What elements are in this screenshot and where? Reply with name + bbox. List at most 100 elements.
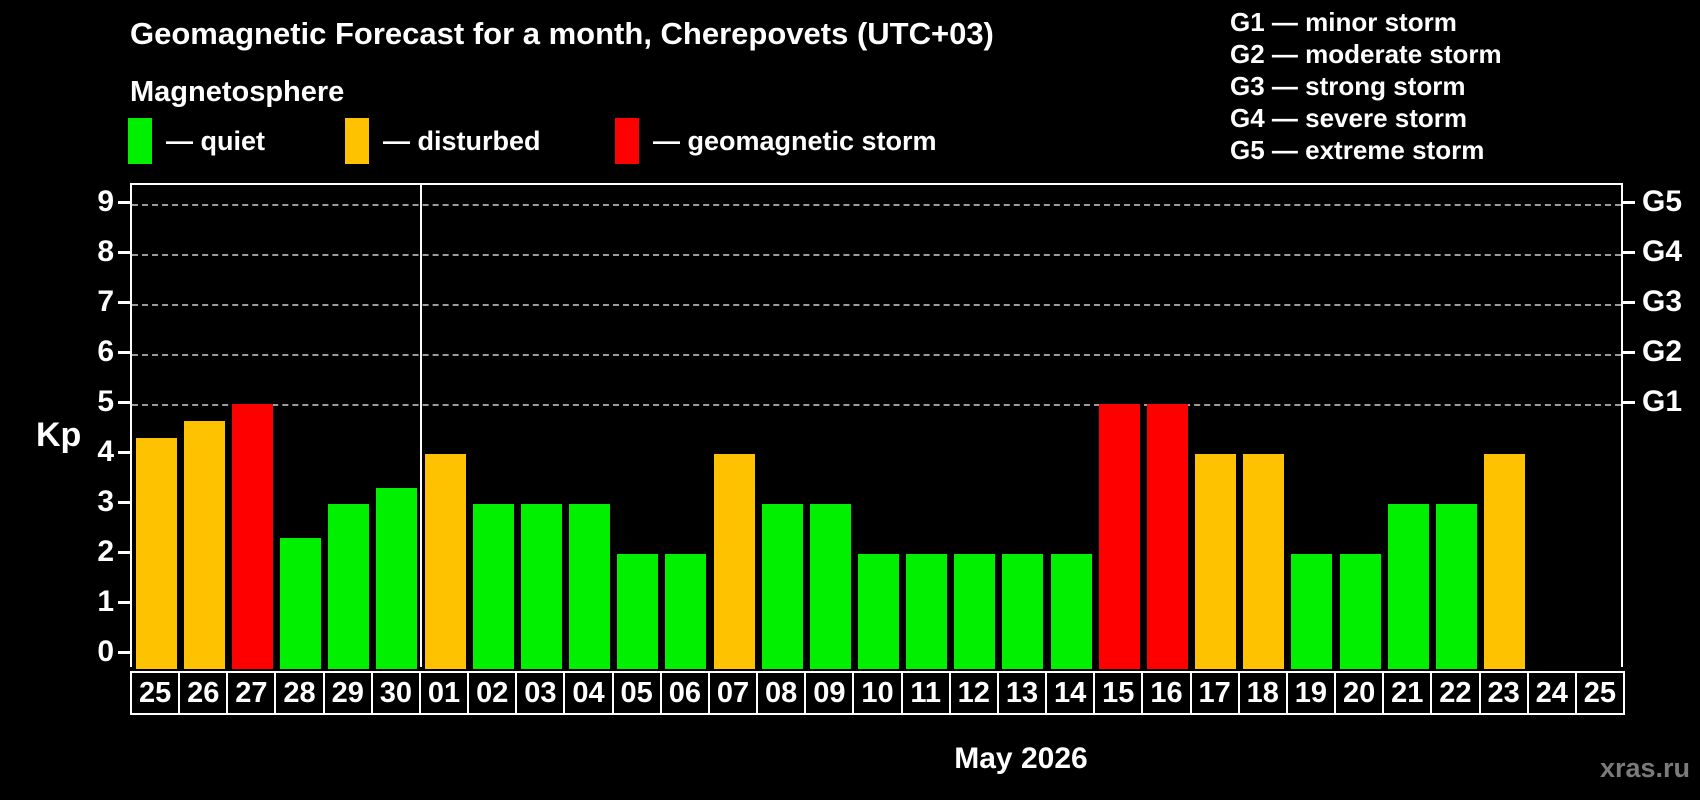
- chart-title: Geomagnetic Forecast for a month, Cherep…: [130, 16, 994, 51]
- bar-day-11: [906, 554, 948, 669]
- day-label-14-19: 14: [1045, 671, 1096, 715]
- g-axis-label-g2: G2: [1642, 335, 1683, 368]
- gridline-kp5: [132, 404, 1621, 406]
- bar-day-25: [135, 437, 177, 669]
- ytick-mark-4: [118, 451, 130, 454]
- day-label-16-21: 16: [1141, 671, 1192, 715]
- bar-day-03: [520, 504, 562, 669]
- ytick-label-6: 6: [97, 335, 114, 368]
- day-label-04-9: 04: [563, 671, 614, 715]
- day-label-05-10: 05: [611, 671, 662, 715]
- bar-day-10: [858, 554, 899, 669]
- ytick-mark-1: [118, 601, 130, 604]
- day-label-20-25: 20: [1334, 671, 1385, 715]
- day-label-27-2: 27: [226, 671, 277, 715]
- bar-day-02: [472, 504, 514, 669]
- ytick-label-8: 8: [97, 235, 114, 268]
- ytick-label-1: 1: [97, 585, 114, 618]
- bar-day-23: [1484, 454, 1526, 669]
- gtick-mark-g3: [1623, 301, 1635, 304]
- day-label-07-12: 07: [707, 671, 759, 715]
- storm-scale-item-g4: G4 — severe storm: [1230, 103, 1468, 133]
- day-label-30-5: 30: [370, 671, 421, 715]
- ytick-mark-6: [118, 351, 130, 354]
- day-label-17-22: 17: [1189, 671, 1240, 715]
- day-label-23-28: 23: [1478, 671, 1529, 715]
- ytick-label-0: 0: [97, 635, 114, 668]
- gridline-kp7: [132, 304, 1621, 306]
- day-label-11-16: 11: [900, 671, 951, 715]
- day-label-09-14: 09: [804, 671, 855, 715]
- g-axis-label-g4: G4: [1642, 235, 1683, 268]
- g-axis-label-g3: G3: [1642, 285, 1683, 318]
- ytick-mark-2: [118, 551, 130, 554]
- bar-day-17: [1195, 454, 1237, 669]
- gtick-mark-g5: [1623, 201, 1635, 204]
- ytick-label-7: 7: [97, 285, 114, 318]
- day-label-25-0: 25: [130, 671, 181, 715]
- day-label-01-6: 01: [418, 671, 470, 715]
- ytick-label-4: 4: [97, 435, 114, 468]
- gtick-mark-g2: [1623, 351, 1635, 354]
- plot-area: [130, 183, 1623, 669]
- storm-scale-item-g5: G5 — extreme storm: [1230, 135, 1485, 165]
- day-label-08-13: 08: [756, 671, 807, 715]
- ytick-mark-0: [118, 651, 130, 654]
- bar-day-29: [328, 504, 370, 669]
- bar-day-20: [1339, 554, 1381, 669]
- storm-scale-item-g2: G2 — moderate storm: [1230, 39, 1502, 69]
- disturbed-legend-label: — disturbed: [383, 126, 541, 156]
- bar-day-15: [1098, 404, 1140, 669]
- storm-legend-swatch: [615, 118, 639, 164]
- gtick-mark-g4: [1623, 251, 1635, 254]
- bar-day-13: [1002, 554, 1044, 669]
- ytick-label-9: 9: [97, 185, 114, 218]
- y-axis-label: Kp: [36, 416, 82, 454]
- day-label-22-27: 22: [1430, 671, 1481, 715]
- bar-day-09: [809, 504, 851, 669]
- bar-day-16: [1146, 404, 1188, 669]
- bar-day-21: [1387, 504, 1429, 669]
- day-label-29-4: 29: [322, 671, 373, 715]
- month-boundary-line: [419, 185, 422, 667]
- gridline-kp9: [132, 204, 1621, 206]
- day-label-28-3: 28: [274, 671, 325, 715]
- storm-legend-label: — geomagnetic storm: [653, 126, 937, 156]
- day-label-24-29: 24: [1526, 671, 1577, 715]
- day-label-26-1: 26: [178, 671, 229, 715]
- magnetosphere-label: Magnetosphere: [130, 76, 345, 108]
- x-axis-label: May 2026: [954, 742, 1088, 775]
- disturbed-legend-swatch: [345, 118, 369, 164]
- storm-scale-item-g1: G1 — minor storm: [1230, 7, 1457, 37]
- gridline-kp8: [132, 254, 1621, 256]
- storm-scale-legend: G1 — minor storm G2 — moderate storm G3 — …: [1230, 6, 1502, 166]
- bar-day-05: [617, 554, 659, 669]
- day-label-25-30: 25: [1574, 671, 1625, 715]
- bar-day-18: [1243, 454, 1285, 669]
- bar-day-26: [183, 420, 225, 669]
- bar-day-07: [713, 454, 755, 669]
- bar-day-08: [761, 504, 803, 669]
- ytick-label-3: 3: [97, 485, 114, 518]
- quiet-legend-label: — quiet: [166, 126, 265, 156]
- bar-day-28: [280, 537, 322, 669]
- day-label-12-17: 12: [948, 671, 999, 715]
- bar-day-27: [231, 404, 273, 669]
- g-axis-label-g1: G1: [1642, 385, 1683, 418]
- ytick-mark-3: [118, 501, 130, 504]
- ytick-mark-5: [118, 401, 130, 404]
- g-axis-label-g5: G5: [1642, 185, 1683, 218]
- ytick-label-2: 2: [97, 535, 114, 568]
- bar-day-01: [424, 454, 466, 669]
- day-label-03-8: 03: [515, 671, 566, 715]
- gridline-kp6: [132, 354, 1621, 356]
- bar-day-12: [954, 554, 996, 669]
- storm-scale-item-g3: G3 — strong storm: [1230, 71, 1466, 101]
- day-label-10-15: 10: [852, 671, 903, 715]
- ytick-label-5: 5: [97, 385, 114, 418]
- bar-day-19: [1291, 554, 1333, 669]
- day-label-02-7: 02: [467, 671, 518, 715]
- bar-day-14: [1050, 554, 1092, 669]
- bar-day-22: [1435, 504, 1477, 669]
